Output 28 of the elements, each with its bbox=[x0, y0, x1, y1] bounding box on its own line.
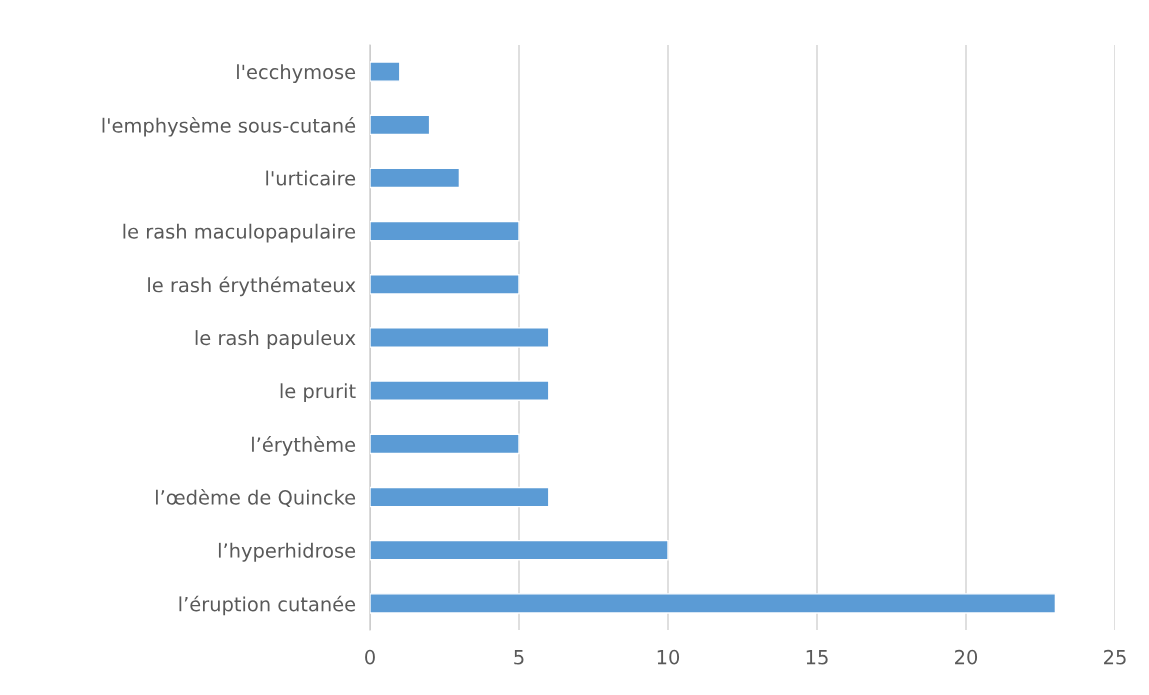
bar bbox=[370, 433, 520, 455]
x-tick-label: 0 bbox=[365, 649, 375, 665]
y-tick-label: l'emphysème sous-cutané bbox=[102, 117, 356, 137]
y-tick-label: le rash papuleux bbox=[195, 330, 356, 349]
y-tick-label: l’hyperhidrose bbox=[218, 542, 356, 562]
x-tick-label: 10 bbox=[657, 649, 680, 665]
bar bbox=[370, 220, 520, 242]
bar bbox=[370, 167, 461, 189]
bar bbox=[370, 327, 550, 348]
x-tick-label: 20 bbox=[955, 649, 978, 665]
y-tick-label: le prurit bbox=[280, 383, 356, 403]
y-tick-label: l’éruption cutanée bbox=[179, 595, 356, 616]
bar bbox=[370, 539, 669, 561]
bar bbox=[370, 380, 550, 401]
y-tick-label: l'urticaire bbox=[266, 170, 356, 186]
x-tick-label: 5 bbox=[514, 650, 524, 665]
y-tick-label: le rash érythémateux bbox=[148, 276, 356, 297]
y-tick-label: l’érythème bbox=[252, 436, 356, 456]
x-tick-label: 15 bbox=[806, 650, 828, 665]
bar bbox=[370, 593, 1057, 614]
bar bbox=[370, 114, 431, 136]
y-tick-label: le rash maculopapulaire bbox=[123, 223, 356, 243]
bar bbox=[370, 61, 401, 82]
x-tick-label: 25 bbox=[1104, 649, 1126, 665]
bar bbox=[370, 486, 550, 508]
y-tick-label: l’œdème de Quincke bbox=[156, 488, 356, 507]
bar bbox=[370, 274, 520, 295]
y-tick-label: l'ecchymose bbox=[237, 64, 356, 84]
